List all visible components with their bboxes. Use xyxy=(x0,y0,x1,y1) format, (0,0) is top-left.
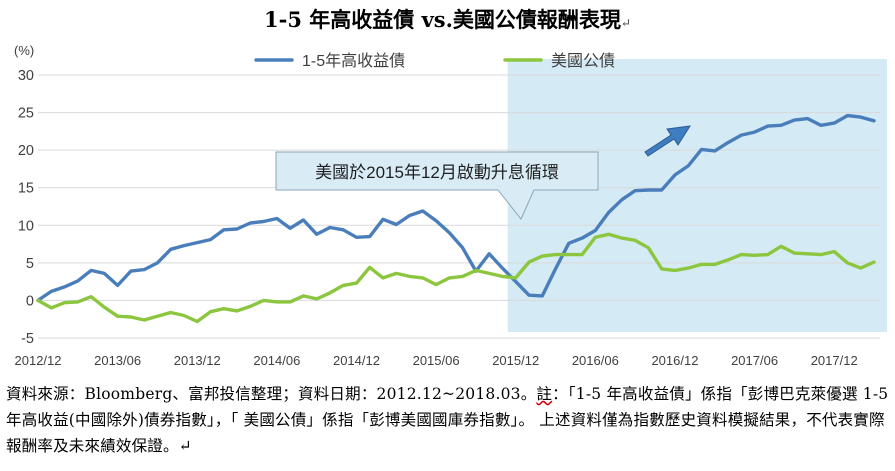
y-tick-label-4: 15 xyxy=(18,181,34,197)
y-tick-label-0: -5 xyxy=(21,331,34,347)
x-tick-label-7: 2016/06 xyxy=(572,353,619,368)
y-axis: (%) -5 0 5 10 15 20 25 30 xyxy=(14,43,34,347)
x-tick-label-9: 2017/06 xyxy=(731,353,778,368)
x-tick-label-0: 2012/12 xyxy=(15,353,62,368)
x-tick-label-1: 2013/06 xyxy=(94,353,141,368)
source-note-body: ：「1-5 年高收益債」係指「彭博巴克萊優選 1-5 年高收益(中國除外)債券指… xyxy=(6,385,889,455)
grid-layer xyxy=(38,74,880,339)
annotation-text: 美國於2015年12月啟動升息循環 xyxy=(315,163,559,182)
chart-title-text: 1-5 年高收益債 vs.美國公債報酬表現 xyxy=(264,7,621,32)
legend-label-0: 1-5年高收益債 xyxy=(302,52,405,70)
y-tick-label-1: 0 xyxy=(26,293,34,309)
x-tick-label-5: 2015/06 xyxy=(413,353,460,368)
paragraph-mark-icon: ↵ xyxy=(620,16,631,30)
chart-title: 1-5 年高收益債 vs.美國公債報酬表現↵ xyxy=(0,4,895,34)
highlight-band xyxy=(507,59,887,332)
annotation-layer: 美國於2015年12月啟動升息循環 xyxy=(275,125,691,220)
series-layer xyxy=(36,113,876,324)
paragraph-mark-icon-2: ↵ xyxy=(178,437,192,455)
y-tick-label-5: 20 xyxy=(18,143,34,159)
series-line-1 xyxy=(36,232,876,324)
highlight-layer xyxy=(507,59,887,332)
x-tick-label-10: 2017/12 xyxy=(811,353,858,368)
x-tick-label-6: 2015/12 xyxy=(492,353,539,368)
y-tick-label-2: 5 xyxy=(26,256,34,272)
x-tick-label-3: 2014/06 xyxy=(253,353,300,368)
source-note: 資料來源：Bloomberg、富邦投信整理；資料日期：2012.12~2018.… xyxy=(6,381,890,459)
series-line-0 xyxy=(36,113,876,303)
source-note-line1: 資料來源：Bloomberg、富邦投信整理；資料日期：2012.12~2018.… xyxy=(6,385,537,403)
y-tick-label-7: 30 xyxy=(18,68,34,84)
x-tick-label-2: 2013/12 xyxy=(174,353,221,368)
source-note-note-label: 註 xyxy=(536,385,553,403)
x-axis: 2012/12 2013/06 2013/12 2014/06 2014/12 2015/… xyxy=(15,353,858,368)
annotation-callout-box xyxy=(275,151,599,220)
x-tick-label-8: 2016/12 xyxy=(651,353,698,368)
y-tick-label-6: 25 xyxy=(18,106,34,122)
legend-label-1: 美國公債 xyxy=(551,52,615,70)
y-axis-unit-label: (%) xyxy=(14,43,34,58)
legend: 1-5年高收益債 美國公債 xyxy=(254,52,615,70)
x-tick-label-4: 2014/12 xyxy=(333,353,380,368)
trend-arrow-icon xyxy=(644,125,691,157)
y-tick-label-3: 10 xyxy=(18,218,34,234)
